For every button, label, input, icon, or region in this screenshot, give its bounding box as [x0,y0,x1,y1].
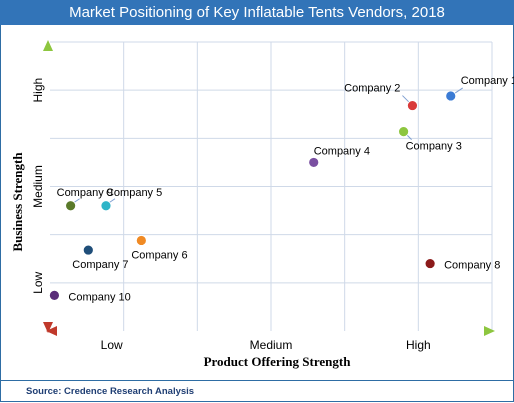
point-label: Company 6 [131,249,187,261]
x-axis-title: Product Offering Strength [204,354,352,369]
label-leader-line [453,87,464,95]
label-leader-line [406,134,412,140]
data-point [49,289,60,301]
y-axis-arrowhead [43,40,53,51]
point-label: Company 8 [444,260,500,272]
point-label: Company 3 [406,141,462,153]
y-tick-label: High [31,78,45,103]
data-point [424,258,436,269]
point-label: Company 7 [72,259,128,271]
data-point [407,100,418,111]
point-label: Company 1 [461,75,514,87]
x-tick-label: High [406,338,431,352]
y-axis-title: Business Strength [10,152,25,252]
x-axis-origin-arrowhead [46,326,57,336]
x-axis-arrowhead [484,326,495,336]
data-point [135,235,147,246]
label-leader-line [108,198,116,204]
y-axis-origin-arrowhead [43,322,53,333]
chart-title: Market Positioning of Key Inflatable Ten… [0,0,514,25]
data-point [398,126,410,137]
point-label: Company 5 [106,187,162,199]
data-point [82,244,94,256]
data-point [445,90,457,102]
data-point [65,200,77,212]
y-tick-label: Medium [31,165,45,208]
x-tick-label: Medium [250,338,293,352]
x-tick-label: Low [101,338,123,352]
label-leader-line [73,198,80,204]
point-label: Company 2 [344,83,400,95]
label-leader-line [402,95,410,103]
source-note: Source: Credence Research Analysis [0,380,514,402]
data-point [308,157,320,168]
data-point [100,200,112,212]
point-label: Company 4 [314,145,370,157]
y-tick-label: Low [31,271,45,293]
point-label: Company 9 [57,187,113,199]
point-label: Company 10 [68,291,130,303]
